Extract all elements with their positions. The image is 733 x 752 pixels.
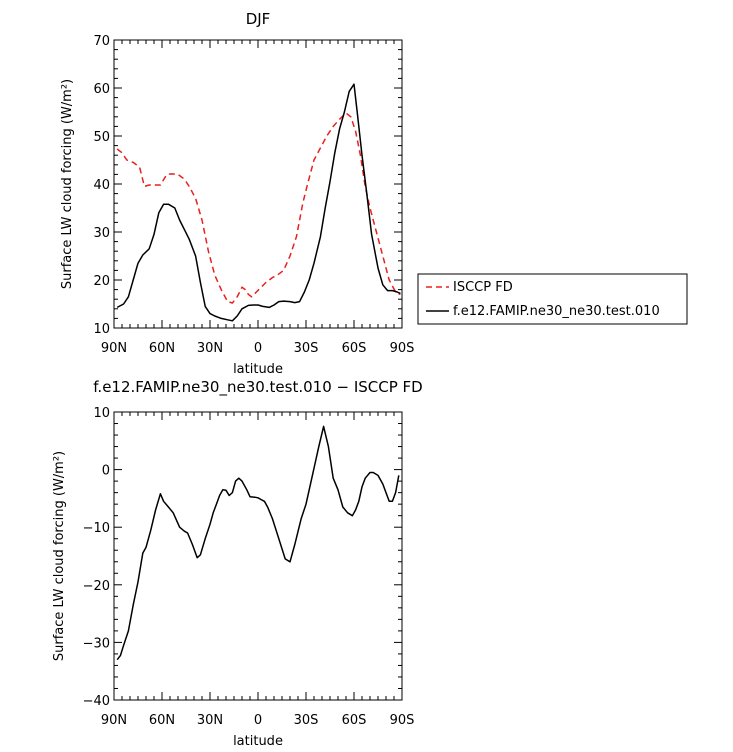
bottom-x-tick-label: 60N	[149, 713, 175, 728]
bottom-y-tick-label: −40	[83, 694, 110, 709]
bottom-y-tick-label: −30	[83, 636, 110, 651]
bottom-x-tick-label: 30S	[294, 713, 319, 728]
bottom-y-tick-label: 10	[93, 406, 110, 421]
top-y-axis-label: Surface LW cloud forcing (W/m²)	[60, 79, 75, 289]
top-y-tick-label: 40	[93, 178, 110, 193]
top-series-line-1	[116, 83, 401, 322]
bottom-x-tick-label: 0	[254, 713, 262, 728]
top-y-tick-label: 20	[93, 274, 110, 289]
top-x-tick-label: 30S	[294, 341, 319, 356]
legend-box	[417, 273, 688, 325]
legend: ISCCP FD f.e12.FAMIP.ne30_ne30.test.010	[417, 273, 688, 325]
bottom-y-tick-label: 0	[102, 464, 110, 479]
bottom-x-tick-label: 90S	[390, 713, 415, 728]
top-y-tick-label: 10	[93, 322, 110, 337]
top-plot-frame	[113, 39, 403, 329]
top-series-line-0	[116, 112, 401, 304]
top-y-tick-labels: 10 20 30 40 50 60 70	[93, 34, 110, 337]
bottom-x-tick-labels: 90N 60N 30N 0 30S 60S 90S	[101, 713, 415, 728]
top-series-group	[116, 83, 401, 322]
top-x-tick-label: 30N	[197, 341, 223, 356]
bottom-chart-title: f.e12.FAMIP.ne30_ne30.test.010 − ISCCP F…	[93, 378, 423, 397]
top-x-axis-label: latitude	[233, 362, 283, 377]
bottom-plot-frame	[113, 411, 403, 701]
djf-panel: DJF 90N 60N 30N 0 30S 60S 90S 10 20 30 40 50 60 70 l…	[60, 10, 414, 377]
top-x-tick-label: 90S	[390, 341, 415, 356]
top-x-tick-label: 60S	[342, 341, 367, 356]
bottom-x-tick-label: 90N	[101, 713, 127, 728]
bottom-y-axis-label: Surface LW cloud forcing (W/m²)	[52, 451, 67, 661]
top-y-tick-label: 70	[93, 34, 110, 49]
top-y-tick-label: 30	[93, 226, 110, 241]
difference-panel: f.e12.FAMIP.ne30_ne30.test.010 − ISCCP F…	[52, 378, 423, 749]
bottom-series-line-0	[116, 425, 400, 661]
legend-label-model: f.e12.FAMIP.ne30_ne30.test.010	[453, 304, 660, 319]
top-x-tick-label: 60N	[149, 341, 175, 356]
legend-label-isccp: ISCCP FD	[453, 280, 513, 295]
bottom-series-group	[116, 425, 400, 661]
bottom-x-tick-label: 30N	[197, 713, 223, 728]
top-x-tick-labels: 90N 60N 30N 0 30S 60S 90S	[101, 341, 415, 356]
top-axis-ticks	[113, 39, 403, 329]
bottom-x-axis-label: latitude	[233, 734, 283, 749]
bottom-axis-ticks	[113, 411, 403, 701]
top-chart-title: DJF	[246, 10, 271, 28]
top-x-tick-label: 0	[254, 341, 262, 356]
bottom-x-tick-label: 60S	[342, 713, 367, 728]
bottom-y-tick-label: −10	[83, 521, 110, 536]
bottom-y-tick-label: −20	[83, 579, 110, 594]
bottom-y-tick-labels: −40 −30 −20 −10 0 10	[83, 406, 110, 709]
top-y-tick-label: 60	[93, 82, 110, 97]
top-y-tick-label: 50	[93, 130, 110, 145]
top-x-tick-label: 90N	[101, 341, 127, 356]
